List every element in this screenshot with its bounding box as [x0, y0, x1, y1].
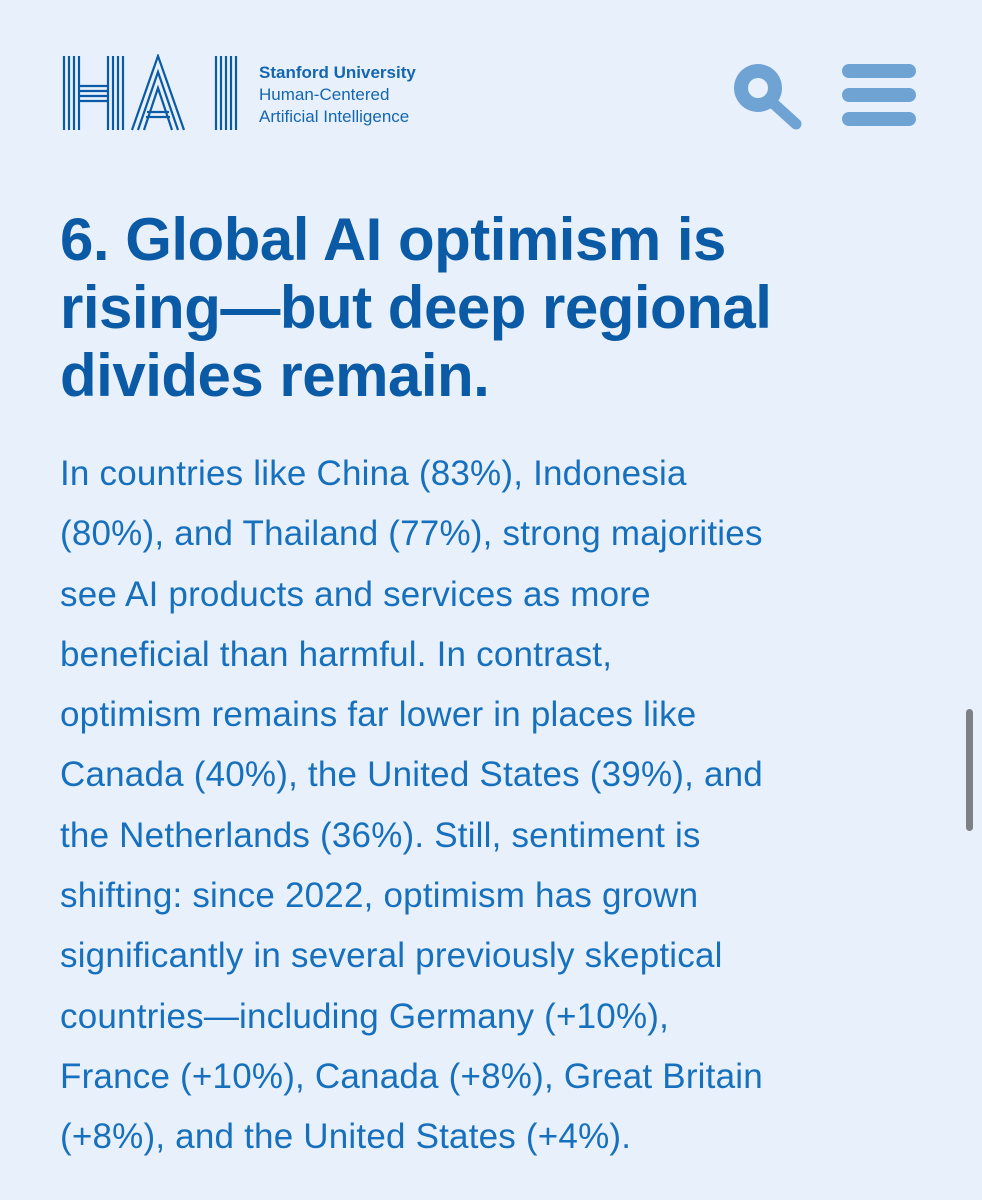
organization-name: Stanford University Human-Centered Artif… [259, 62, 416, 128]
body-line: optimism remains far lower in places lik… [60, 695, 697, 735]
body-line: see AI products and services as more [60, 574, 651, 614]
body-line: countries—including Germany (+10%), [60, 996, 670, 1036]
body-line: shifting: since 2022, optimism has grown [60, 876, 699, 916]
headline-line: divides remain. [60, 342, 490, 409]
org-name-line-3: Artificial Intelligence [259, 107, 410, 126]
hamburger-menu-icon [842, 64, 916, 126]
body-line: beneficial than harmful. In contrast, [60, 634, 613, 674]
vertical-scrollbar[interactable] [966, 709, 973, 831]
body-line: (+8%), and the United States (+4%). [60, 1117, 632, 1157]
body-line: In countries like China (83%), Indonesia [60, 454, 687, 493]
site-header: Stanford University Human-Centered Artif… [0, 0, 982, 160]
org-name-line-1: Stanford University [259, 63, 416, 82]
search-button[interactable] [728, 58, 804, 132]
body-line: France (+10%), Canada (+8%), Great Brita… [60, 1056, 763, 1096]
body-line: significantly in several previously skep… [60, 936, 723, 976]
body-line: the Netherlands (36%). Still, sentiment … [60, 815, 701, 855]
menu-button[interactable] [840, 62, 918, 128]
article-body: In countries like China (83%), Indonesia… [60, 444, 920, 1168]
body-line: (80%), and Thailand (77%), strong majori… [60, 514, 763, 554]
hai-logo[interactable] [62, 54, 242, 132]
article-headline: 6. Global AI optimism is rising—but deep… [60, 206, 940, 410]
headline-line: rising—but deep regional [60, 274, 772, 341]
hai-logo-icon [62, 54, 238, 131]
headline-line: 6. Global AI optimism is [60, 206, 726, 273]
body-line: Canada (40%), the United States (39%), a… [60, 755, 763, 795]
org-name-line-2: Human-Centered [259, 85, 390, 104]
search-icon [734, 64, 802, 130]
